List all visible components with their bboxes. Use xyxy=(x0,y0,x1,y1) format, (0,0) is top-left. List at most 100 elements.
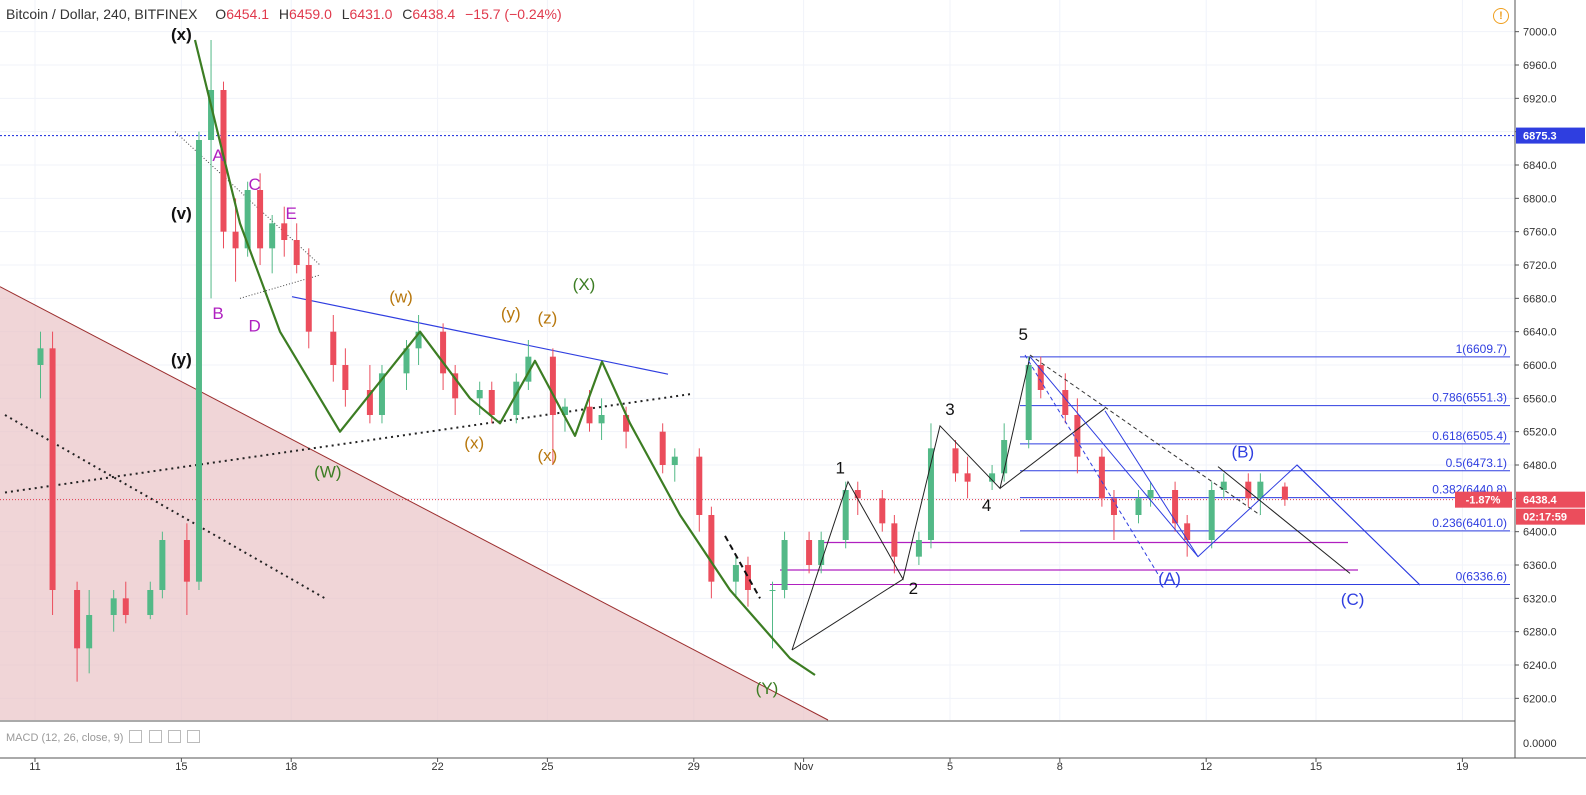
time-tick-label: 22 xyxy=(431,761,443,773)
macd-label[interactable]: MACD (12, 26, close, 9) xyxy=(6,732,124,744)
abc-parallel-1 xyxy=(1104,410,1199,557)
support-trendline xyxy=(4,393,691,494)
indicator-remove-icon[interactable] xyxy=(186,730,200,743)
candle-body xyxy=(110,598,117,615)
macd-legend: MACD (12, 26, close, 9) xyxy=(6,730,200,744)
price-tick-label: 6800.0 xyxy=(1523,193,1557,205)
fib-level-label: 0.618(6505.4) xyxy=(1432,429,1507,443)
candle-body xyxy=(208,90,215,140)
wave-label: (A) xyxy=(1158,569,1181,588)
candle-body xyxy=(183,540,190,582)
candle-body xyxy=(927,448,934,540)
candle-body xyxy=(415,331,422,349)
symbol-title[interactable]: Bitcoin / Dollar, 240, BITFINEX xyxy=(6,6,198,22)
price-tick-label: 6600.0 xyxy=(1523,360,1557,372)
change-value: −15.7 (−0.24%) xyxy=(465,6,562,22)
candle-body xyxy=(1245,481,1252,499)
candle-body xyxy=(598,415,605,424)
wave-label: (C) xyxy=(1341,590,1365,609)
candle-body xyxy=(220,90,227,232)
indicator-hide-icon[interactable] xyxy=(167,730,181,743)
indicator-settings-icon[interactable] xyxy=(148,730,162,743)
wave-label: (X) xyxy=(573,275,596,294)
wave-label: (z) xyxy=(537,308,557,327)
price-tick-label: 6560.0 xyxy=(1523,393,1557,405)
candle-body xyxy=(671,456,678,465)
wave-label: 5 xyxy=(1018,325,1027,344)
high-value: 6459.0 xyxy=(289,6,332,22)
price-tick-label: 6280.0 xyxy=(1523,627,1557,639)
time-tick-label: 8 xyxy=(1057,761,1063,773)
candle-body xyxy=(1220,481,1227,490)
fib-level-label: 0.5(6473.1) xyxy=(1446,456,1507,470)
candle-body xyxy=(1037,365,1044,390)
candle-body xyxy=(1172,490,1179,524)
candle-body xyxy=(122,598,129,615)
candle-body xyxy=(1257,481,1264,499)
candle-body xyxy=(49,348,56,590)
price-tick-label: 6200.0 xyxy=(1523,693,1557,705)
price-tick-label: 6920.0 xyxy=(1523,93,1557,105)
candle-body xyxy=(293,240,300,265)
impulse-wave-path xyxy=(791,356,1031,651)
price-tick-label: 6520.0 xyxy=(1523,427,1557,439)
wave-label: (W) xyxy=(314,463,341,482)
wave-x-path xyxy=(193,39,816,676)
price-tick-label: 6640.0 xyxy=(1523,327,1557,339)
time-tick-label: 12 xyxy=(1200,761,1212,773)
time-tick-label: 11 xyxy=(29,761,40,773)
time-tick-label: 15 xyxy=(175,761,187,773)
wave-label: 3 xyxy=(945,400,954,419)
abc-parallel-2 xyxy=(1296,464,1421,586)
wave-label: (y) xyxy=(501,304,521,323)
open-value: 6454.1 xyxy=(226,6,270,22)
candle-body xyxy=(1135,498,1142,515)
candle-body xyxy=(879,498,886,524)
price-tick-label: 6320.0 xyxy=(1523,593,1557,605)
candle-body xyxy=(732,565,739,582)
candle-body xyxy=(257,190,264,249)
candle-body xyxy=(1074,415,1081,457)
candle-body xyxy=(964,473,971,482)
candle-body xyxy=(586,406,593,424)
correction-channel-lower xyxy=(1024,354,1161,578)
candle-body xyxy=(488,390,495,415)
price-marker xyxy=(1516,127,1585,144)
wave-label: (y) xyxy=(171,350,192,369)
candle-body xyxy=(1001,440,1008,474)
low-label: L xyxy=(341,6,350,22)
candle-body xyxy=(623,415,630,432)
candle-body xyxy=(1281,486,1288,500)
indicator-help-icon[interactable] xyxy=(129,730,143,743)
candle-body xyxy=(549,356,556,415)
candle-body xyxy=(1062,390,1069,415)
time-tick-label: 25 xyxy=(541,761,553,773)
change-percent-label: -1.87% xyxy=(1466,495,1501,507)
wave-label: (B) xyxy=(1231,443,1254,462)
wave-label: A xyxy=(212,146,224,165)
price-tick-label: 6760.0 xyxy=(1523,227,1557,239)
candle-body xyxy=(1184,523,1191,540)
fib-retracement: 1(6609.7) 0.786(6551.3) 0.618(6505.4) 0.5(6… xyxy=(1020,342,1510,585)
candle-body xyxy=(269,223,276,249)
wave-label: 1 xyxy=(835,458,844,477)
bearish-zone-edge xyxy=(0,286,829,721)
fib-level-label: 0(6336.6) xyxy=(1456,570,1507,584)
candle-body xyxy=(378,373,385,415)
candle-body xyxy=(854,490,861,499)
alert-icon[interactable]: ! xyxy=(1493,8,1509,24)
price-marker xyxy=(1516,508,1585,525)
candle-body xyxy=(513,381,520,415)
wave-label: 4 xyxy=(982,496,991,515)
time-tick-label: Nov xyxy=(794,761,814,773)
candle-body xyxy=(366,390,373,415)
time-tick-label: 15 xyxy=(1310,761,1322,773)
candle-body xyxy=(561,406,568,415)
fib-level-label: 1(6609.7) xyxy=(1456,342,1507,356)
ohlc-readout: O6454.1 H6459.0 L6431.0 C6438.4 −15.7 (−… xyxy=(215,6,567,22)
candle-body xyxy=(659,431,666,465)
price-tick-label: 6360.0 xyxy=(1523,560,1557,572)
candle-body xyxy=(244,190,251,249)
candle-body xyxy=(452,373,459,399)
